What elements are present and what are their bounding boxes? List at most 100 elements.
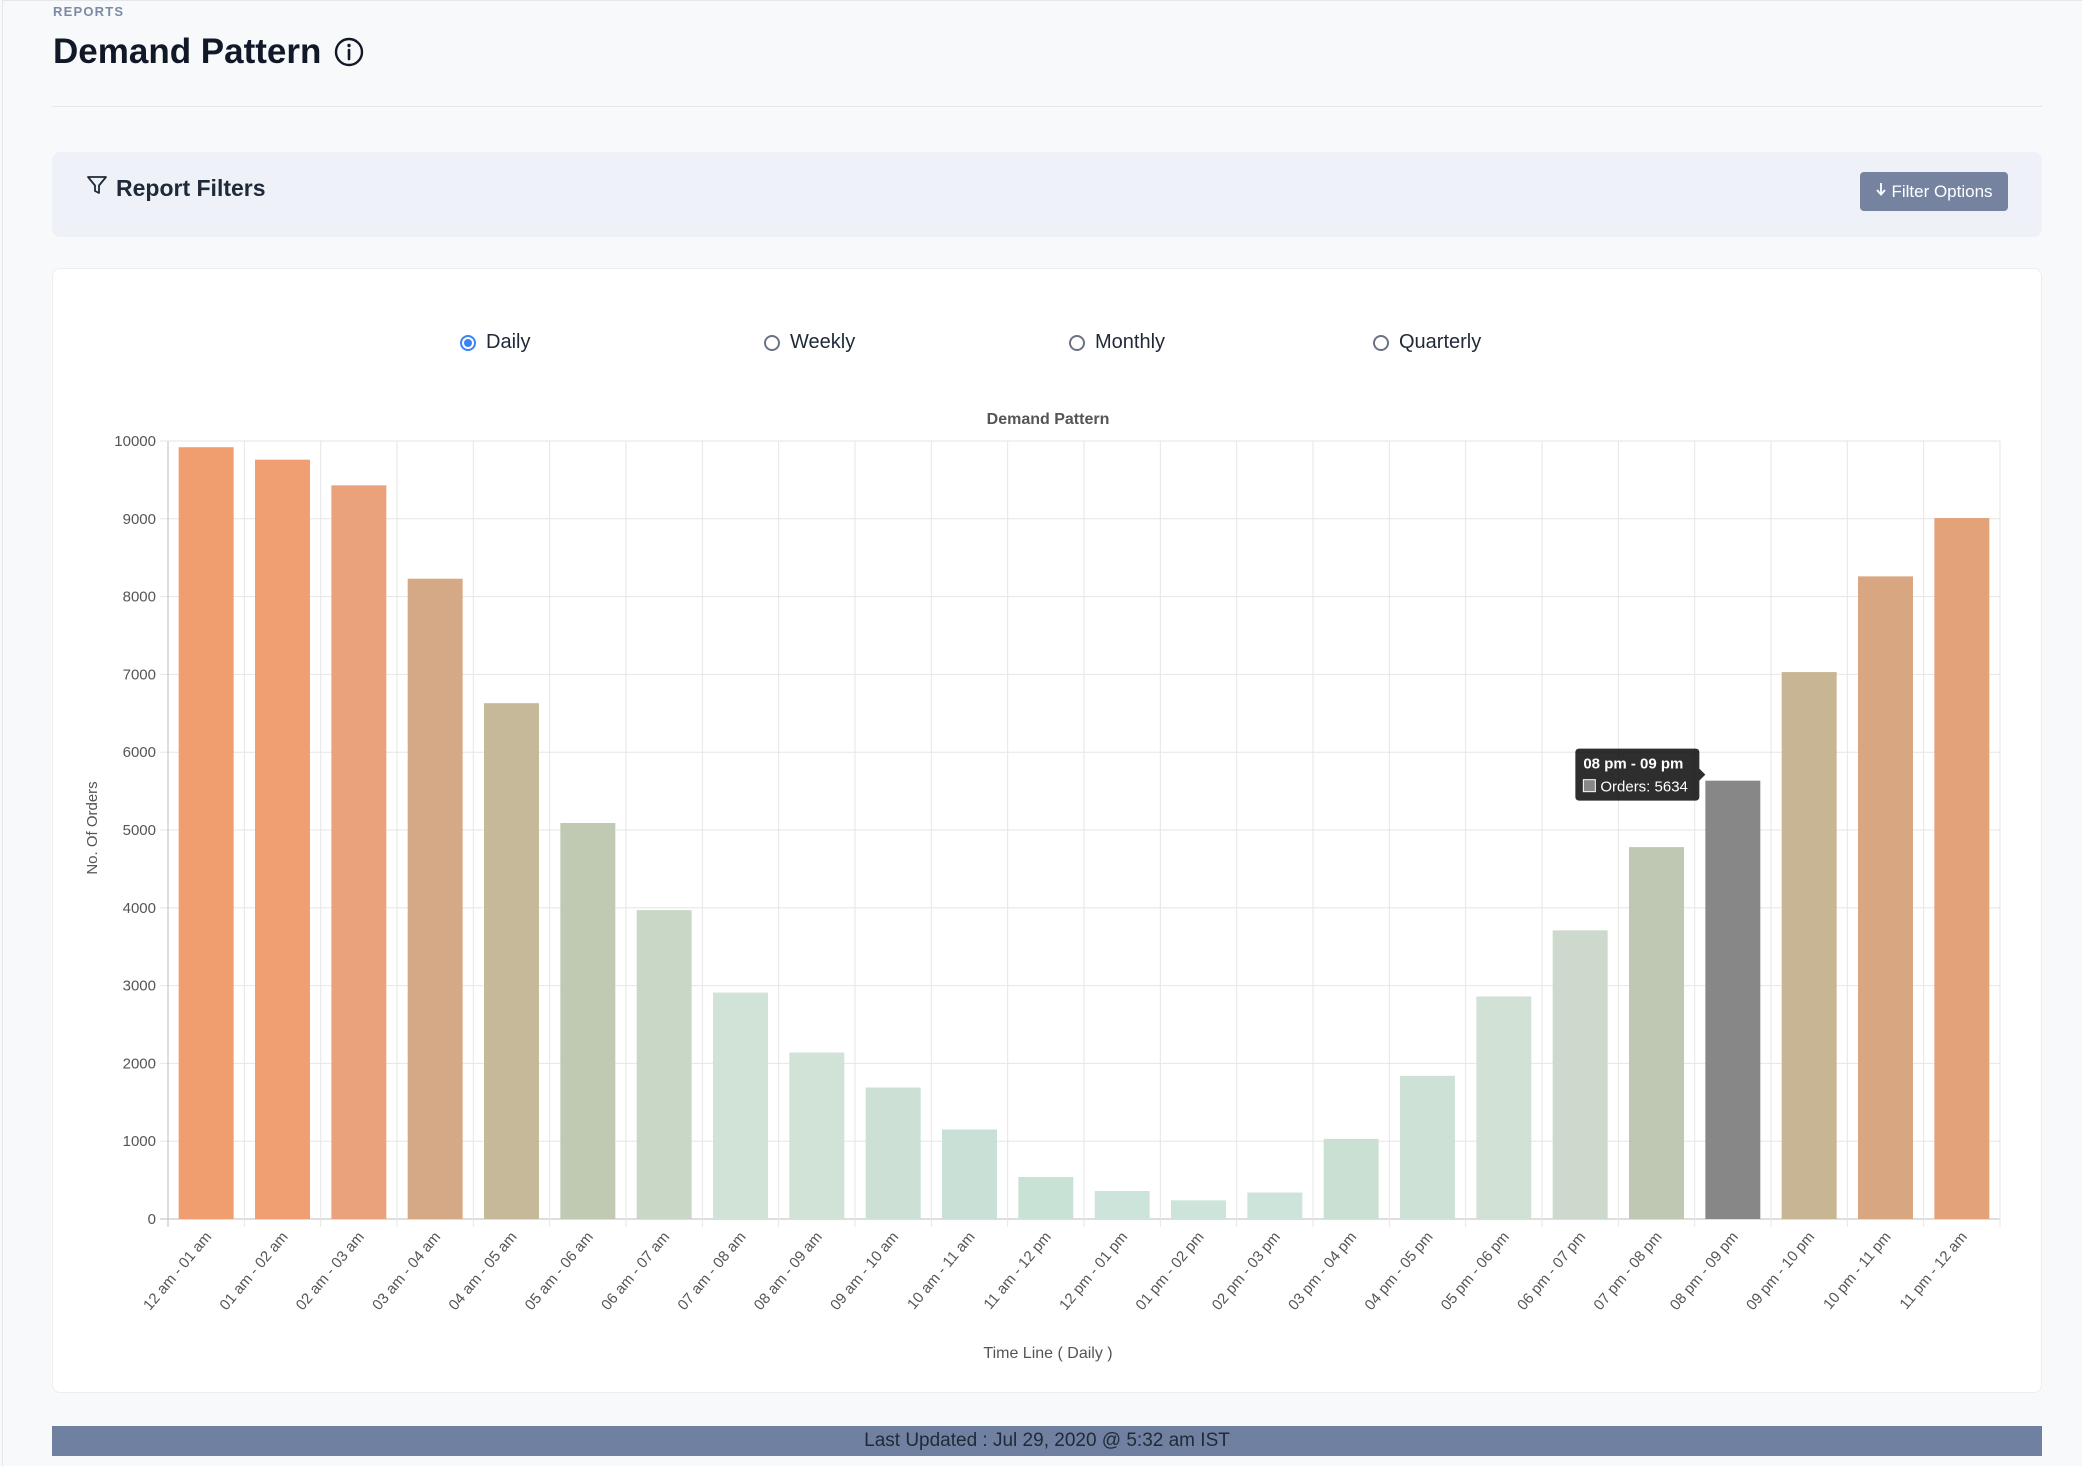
- x-tick-label: 11 pm - 12 am: [1896, 1229, 1970, 1313]
- bar[interactable]: [1858, 576, 1913, 1219]
- bar[interactable]: [1552, 930, 1608, 1219]
- x-tick-label: 05 am - 06 am: [522, 1229, 597, 1314]
- chart-bars: [178, 447, 1990, 1219]
- bar[interactable]: [178, 447, 234, 1219]
- y-tick-label: 8000: [123, 589, 156, 606]
- x-tick-label: 01 pm - 02 pm: [1132, 1229, 1207, 1314]
- funnel-icon: [86, 174, 108, 202]
- chart-tooltip: 08 pm - 09 pm Orders: 5634: [1575, 748, 1706, 801]
- y-axis-label: No. Of Orders: [84, 781, 101, 874]
- radio-daily[interactable]: Daily: [460, 331, 530, 354]
- x-tick-label: 10 am - 11 am: [904, 1229, 978, 1313]
- bar[interactable]: [1247, 1192, 1303, 1219]
- bar[interactable]: [789, 1052, 845, 1219]
- x-tick-label: 02 am - 03 am: [293, 1229, 368, 1314]
- chart-title: Demand Pattern: [987, 411, 1110, 428]
- bar[interactable]: [1629, 847, 1684, 1219]
- x-tick-label: 03 pm - 04 pm: [1285, 1229, 1360, 1314]
- filter-options-button[interactable]: Filter Options: [1860, 172, 2008, 211]
- info-circle-icon[interactable]: [333, 36, 365, 68]
- x-tick-label: 07 am - 08 am: [674, 1229, 749, 1314]
- bar[interactable]: [1705, 780, 1761, 1219]
- report-filters-panel: Report Filters Filter Options: [52, 152, 2042, 237]
- y-tick-label: 2000: [123, 1055, 156, 1072]
- filter-options-label: Filter Options: [1891, 181, 1993, 201]
- x-tick-label: 12 am - 01 am: [140, 1229, 215, 1314]
- x-tick-label: 12 pm - 01 pm: [1056, 1229, 1131, 1314]
- tooltip-label: Orders: 5634: [1600, 779, 1688, 796]
- arrow-down-icon: [1875, 181, 1887, 202]
- x-tick-label: 11 am - 12 pm: [980, 1229, 1054, 1313]
- tooltip-background: [1575, 748, 1706, 801]
- page-title: Demand Pattern: [53, 32, 365, 72]
- bar[interactable]: [636, 910, 692, 1219]
- tooltip-title: 08 pm - 09 pm: [1583, 756, 1683, 773]
- radio-daily-dot[interactable]: [460, 334, 476, 351]
- bar[interactable]: [1934, 518, 1990, 1219]
- bar[interactable]: [484, 703, 539, 1219]
- x-tick-label: 03 am - 04 am: [369, 1229, 444, 1314]
- x-tick-label: 05 pm - 06 pm: [1438, 1229, 1513, 1314]
- bar[interactable]: [331, 485, 387, 1219]
- radio-monthly-dot[interactable]: [1069, 334, 1085, 351]
- y-tick-labels: 0 1000 2000 3000 4000 5000 6000 7000 8000 9000 100…: [114, 433, 156, 1228]
- bar[interactable]: [865, 1087, 921, 1219]
- x-tick-label: 09 am - 10 am: [827, 1229, 902, 1314]
- y-tick-label: 3000: [123, 978, 156, 995]
- x-tick-label: 10 pm - 11 pm: [1820, 1229, 1894, 1313]
- x-tick-label: 02 pm - 03 pm: [1209, 1229, 1284, 1314]
- radio-daily-label: Daily: [486, 331, 531, 353]
- x-tick-label: 04 pm - 05 pm: [1361, 1229, 1436, 1314]
- bar[interactable]: [560, 822, 616, 1219]
- bar[interactable]: [1094, 1190, 1150, 1219]
- y-tick-label: 0: [148, 1211, 156, 1228]
- y-tick-label: 10000: [114, 433, 156, 450]
- header-divider: [52, 106, 2042, 107]
- report-filters-label: Report Filters: [116, 174, 266, 201]
- bar[interactable]: [1018, 1176, 1074, 1219]
- radio-quarterly-dot[interactable]: [1373, 334, 1389, 351]
- x-tick-label: 07 pm - 08 pm: [1590, 1229, 1665, 1314]
- bar[interactable]: [1781, 672, 1837, 1219]
- radio-quarterly[interactable]: Quarterly: [1373, 331, 1481, 354]
- bar[interactable]: [713, 992, 768, 1219]
- bar[interactable]: [255, 459, 310, 1219]
- y-tick-label: 4000: [123, 900, 156, 917]
- bar[interactable]: [1400, 1075, 1455, 1219]
- x-tick-label: 09 pm - 10 pm: [1743, 1229, 1818, 1314]
- x-tick-labels: 12 am - 01 am 01 am - 02 am 02 am - 03 am 0…: [140, 1229, 1971, 1314]
- demand-pattern-chart: 0 1000 2000 3000 4000 5000 6000 7000 8000 9000 100…: [84, 411, 2001, 1362]
- tooltip-swatch: [1582, 779, 1596, 793]
- chart-grid: [160, 440, 2001, 1227]
- y-tick-label: 1000: [123, 1133, 156, 1150]
- x-tick-label: 01 am - 02 am: [216, 1229, 291, 1314]
- radio-weekly-label: Weekly: [790, 331, 856, 353]
- y-tick-label: 5000: [123, 822, 156, 839]
- radio-weekly[interactable]: Weekly: [764, 331, 855, 354]
- bar[interactable]: [1171, 1200, 1226, 1219]
- breadcrumb: REPORTS: [53, 4, 125, 19]
- period-radio-group: Daily Weekly Monthly Quarterly: [53, 331, 2041, 361]
- radio-quarterly-label: Quarterly: [1399, 331, 1482, 353]
- bar[interactable]: [942, 1129, 997, 1219]
- page-title-text: Demand Pattern: [53, 32, 322, 71]
- bar[interactable]: [407, 578, 463, 1219]
- x-tick-label: 06 pm - 07 pm: [1514, 1229, 1589, 1314]
- y-tick-label: 6000: [123, 744, 156, 761]
- bar[interactable]: [1476, 996, 1532, 1219]
- x-tick-label: 06 am - 07 am: [598, 1229, 673, 1314]
- chart-card: Daily Weekly Monthly Quarterly 0 1000 2000…: [52, 268, 2042, 1393]
- radio-weekly-dot[interactable]: [764, 334, 780, 351]
- x-axis-label: Time Line ( Daily ): [983, 1345, 1112, 1362]
- x-tick-label: 08 pm - 09 pm: [1667, 1229, 1742, 1314]
- report-filters-heading: Report Filters: [86, 174, 266, 202]
- last-updated-footer: Last Updated : Jul 29, 2020 @ 5:32 am IS…: [52, 1426, 2042, 1456]
- y-tick-label: 9000: [123, 511, 156, 528]
- radio-monthly-label: Monthly: [1095, 331, 1166, 353]
- y-tick-label: 7000: [123, 666, 156, 683]
- x-tick-label: 04 am - 05 am: [445, 1229, 520, 1314]
- radio-monthly[interactable]: Monthly: [1069, 331, 1165, 354]
- x-tick-label: 08 am - 09 am: [751, 1229, 826, 1314]
- bar[interactable]: [1323, 1138, 1379, 1219]
